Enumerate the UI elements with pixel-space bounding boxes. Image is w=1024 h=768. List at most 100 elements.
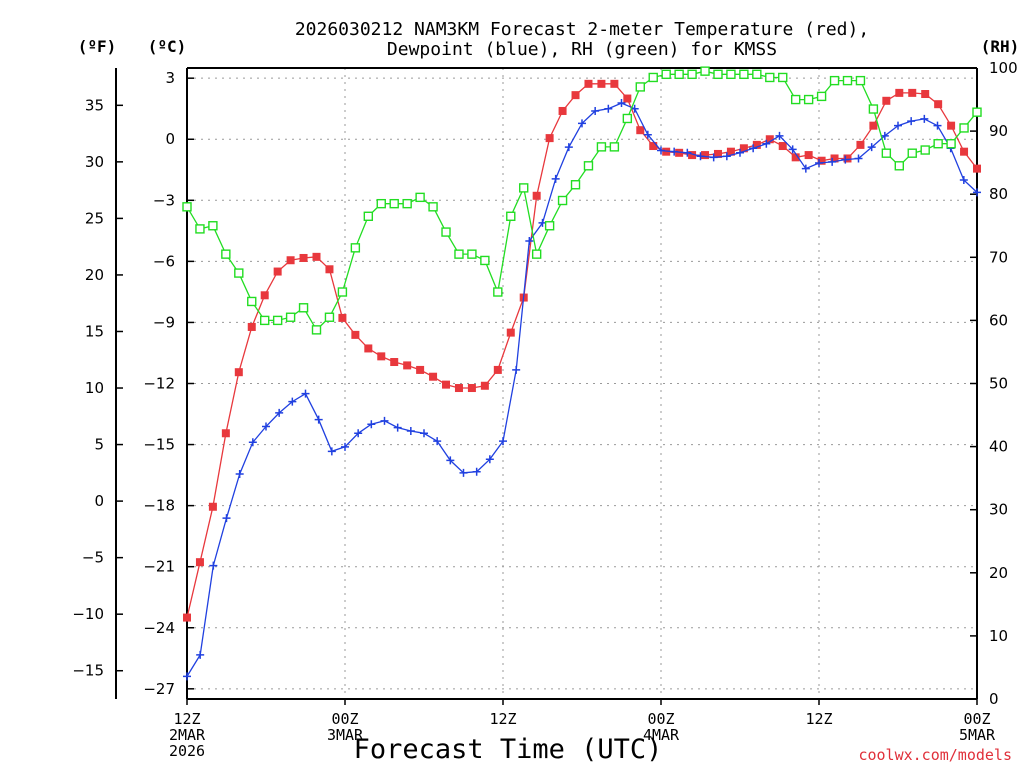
rh-point: [829, 75, 840, 86]
temperature-point: [804, 151, 813, 160]
dewpoint-point: [420, 429, 428, 438]
rh-point: [687, 69, 697, 80]
x-tick-label: 3MAR: [327, 726, 364, 744]
dewpoint-point: [248, 438, 257, 447]
chart-title-line1: 2026030212 NAM3KM Forecast 2-meter Tempe…: [295, 19, 869, 40]
fahrenheit-tick-label: −10: [72, 605, 104, 623]
temperature-point: [429, 372, 438, 381]
rh-point: [557, 195, 568, 206]
fahrenheit-tick-label: 20: [85, 266, 104, 284]
x-tick-label: 5MAR: [959, 726, 996, 744]
credit-text: coolwx.com/models: [858, 746, 1012, 764]
temperature-point: [623, 94, 632, 103]
rh-point: [920, 145, 930, 155]
dewpoint-point: [485, 455, 494, 464]
temperature-point: [571, 91, 580, 100]
rh-point: [648, 72, 658, 83]
rh-tick-label: 70: [989, 248, 1008, 266]
rh-point: [907, 148, 917, 158]
rh-point: [959, 123, 969, 133]
temperature-point: [765, 135, 774, 144]
temperature-point: [960, 147, 969, 156]
rh-point: [272, 315, 283, 326]
temperature-point: [390, 358, 399, 367]
rh-point: [570, 180, 581, 190]
temperature-point: [545, 134, 554, 143]
fahrenheit-tick-label: −15: [72, 662, 104, 680]
dewpoint-point: [657, 146, 665, 155]
rh-tick-label: 10: [989, 627, 1008, 645]
rh-tick-label: 100: [989, 59, 1018, 77]
temperature-point: [895, 88, 904, 97]
fahrenheit-tick-label: 15: [85, 322, 104, 340]
celsius-tick-label: −15: [143, 436, 175, 454]
dewpoint-point: [670, 147, 679, 156]
temperature-point: [778, 142, 787, 151]
rh-point: [519, 183, 529, 193]
temperature-point: [286, 256, 295, 265]
dewpoint-point: [551, 174, 560, 183]
rh-point: [493, 287, 503, 297]
rh-point: [337, 287, 348, 297]
temperature-point: [869, 121, 878, 130]
rh-point: [635, 82, 645, 92]
fahrenheit-tick-label: 35: [85, 96, 104, 114]
dewpoint-point: [736, 148, 744, 157]
rh-point: [234, 268, 244, 278]
rh-point: [402, 198, 412, 209]
rh-point: [389, 198, 399, 209]
rh-point: [531, 249, 542, 259]
rh-point: [311, 325, 322, 335]
temperature-point: [558, 106, 567, 115]
rh-point: [467, 249, 477, 259]
chart-title-line2: Dewpoint (blue), RH (green) for KMSS: [387, 39, 777, 60]
x-axis-label: Forecast Time (UTC): [354, 734, 663, 765]
temperature-point: [726, 147, 735, 156]
temperature-point: [713, 149, 722, 158]
celsius-tick-label: −18: [143, 497, 175, 515]
rh-point: [221, 249, 231, 259]
temperature-point: [183, 613, 191, 622]
temperature-point: [908, 88, 917, 97]
temperature-point: [377, 352, 386, 361]
temperature-point: [947, 121, 956, 130]
rh-point: [350, 243, 361, 253]
temperature-point: [649, 142, 658, 151]
rh-point: [480, 255, 490, 266]
rh-point: [674, 69, 684, 80]
rh-tick-label: 80: [989, 185, 1008, 203]
rh-tick-label: 50: [989, 375, 1008, 393]
dewpoint-point: [433, 437, 442, 446]
dewpoint-point: [907, 117, 916, 126]
temperature-point: [299, 253, 308, 262]
temperature-point: [506, 328, 515, 337]
temperature-point: [221, 429, 230, 438]
dewpoint-point: [262, 422, 270, 431]
rh-point: [868, 104, 879, 114]
rh-point: [842, 75, 853, 86]
rh-point: [247, 296, 257, 307]
rh-point: [441, 227, 451, 237]
dewpoint-point: [696, 152, 705, 161]
temperature-point: [364, 344, 373, 353]
rh-point: [376, 198, 386, 209]
celsius-tick-label: −27: [143, 680, 175, 698]
dewpoint-point: [209, 561, 218, 570]
rh-point: [972, 107, 982, 117]
rh-point: [182, 202, 192, 212]
temperature-point: [688, 151, 697, 160]
x-tick-label: 2MAR: [169, 726, 206, 744]
rh-tick-label: 20: [989, 564, 1008, 582]
dewpoint-point: [512, 365, 521, 374]
dewpoint-point: [762, 139, 771, 148]
temperature-point: [610, 79, 619, 88]
dewpoint-point: [301, 389, 310, 398]
rh-point: [324, 312, 335, 322]
rh-point: [946, 139, 956, 149]
dewpoint-point: [406, 426, 415, 435]
dewpoint-point: [801, 164, 810, 173]
x-tick-label: 12Z: [173, 710, 200, 728]
temperature-point: [467, 384, 476, 393]
rh-point: [622, 113, 633, 124]
temperature-point: [480, 381, 489, 390]
